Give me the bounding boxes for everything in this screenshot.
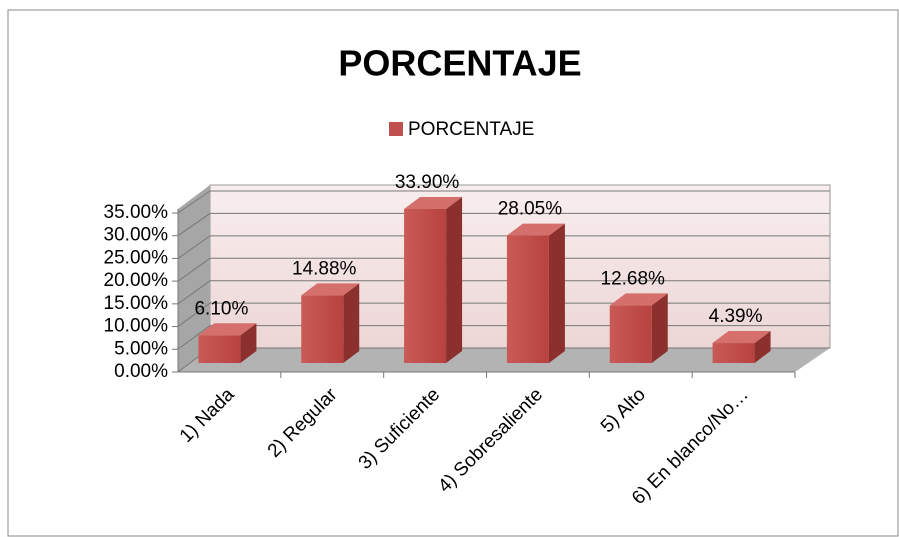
value-label: 6.10%: [194, 298, 248, 319]
y-tick-label: 10.00%: [104, 316, 169, 337]
bar-side: [446, 196, 463, 363]
bar: [506, 235, 549, 363]
bar-side: [651, 293, 668, 363]
y-tick-label: 30.00%: [104, 225, 169, 246]
bar-top: [506, 223, 565, 236]
value-label: 28.05%: [498, 199, 563, 220]
grid-line: [177, 257, 211, 282]
y-tick-label: 0.00%: [114, 361, 168, 382]
value-label: 12.68%: [601, 268, 666, 289]
bar: [609, 305, 652, 363]
y-tick-label: 35.00%: [104, 202, 169, 223]
bar-side: [548, 223, 565, 363]
y-tick-label: 25.00%: [104, 247, 169, 268]
bar-side: [754, 331, 771, 363]
bar-top: [198, 323, 257, 336]
legend-label: PORCENTAJE: [408, 119, 534, 140]
bar: [301, 295, 344, 363]
legend-swatch: [389, 122, 403, 136]
side-wall: [178, 185, 210, 372]
value-label: 33.90%: [395, 172, 460, 193]
bar: [198, 335, 241, 363]
grid-line: [177, 325, 211, 350]
y-tick-label: 20.00%: [104, 270, 169, 291]
bar-side: [240, 323, 257, 363]
grid-line: [177, 235, 211, 259]
bar-side: [343, 283, 360, 363]
y-tick-label: 15.00%: [104, 293, 169, 314]
bar-top: [712, 331, 771, 344]
y-tick-label: 5.00%: [114, 338, 168, 359]
value-label: 4.39%: [709, 306, 763, 327]
grid-line: [177, 280, 211, 305]
bar-top: [404, 196, 463, 209]
bar-top: [301, 283, 360, 296]
grid-line: [177, 213, 211, 237]
bar-top: [609, 293, 668, 306]
bar: [712, 343, 755, 363]
grid-line: [177, 190, 211, 214]
value-label: 14.88%: [292, 258, 357, 279]
grid-line: [177, 302, 211, 327]
chart-title: PORCENTAJE: [338, 43, 581, 84]
bar: [404, 208, 447, 363]
